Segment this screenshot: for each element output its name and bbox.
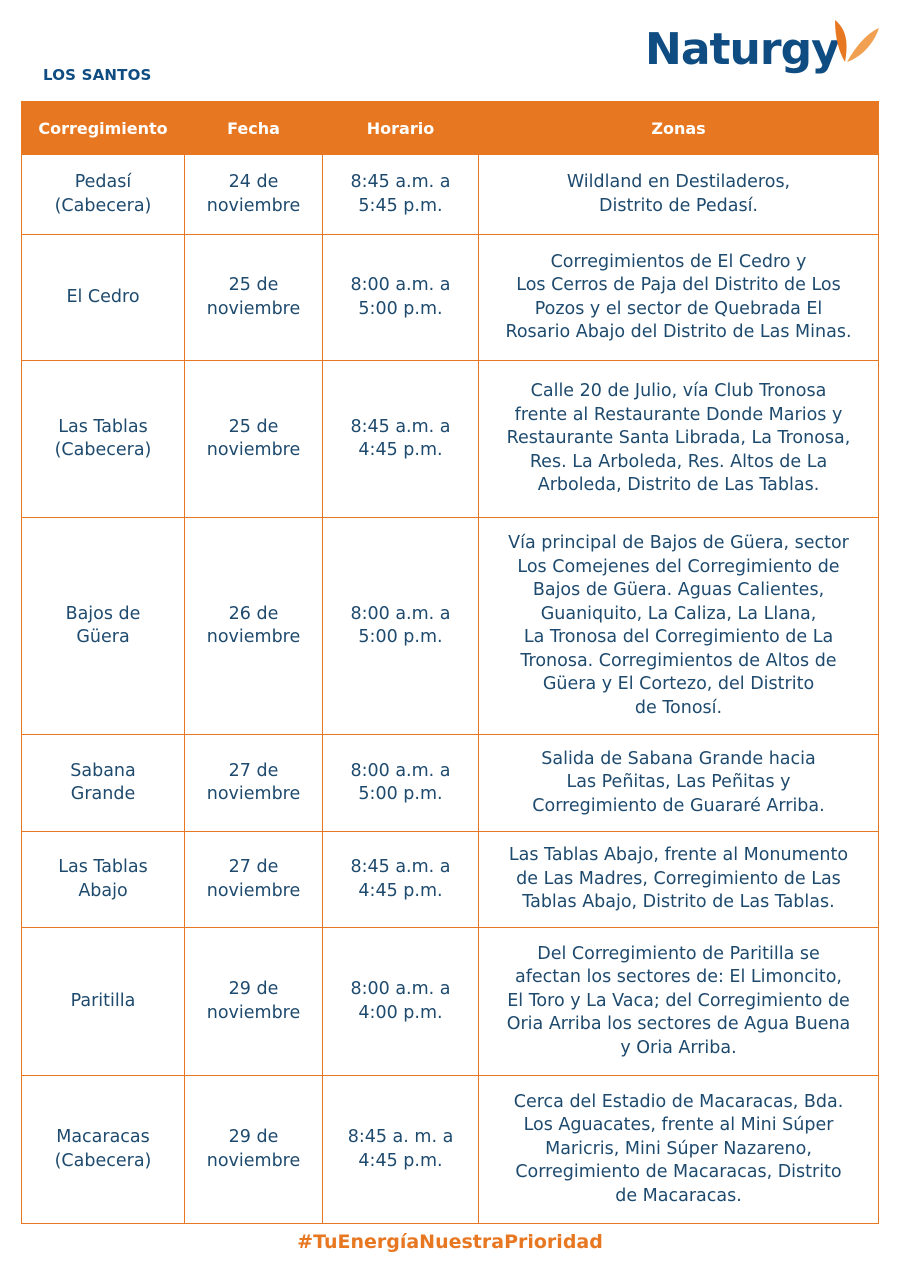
table-row: Macaracas (Cabecera) 29 de noviembre 8:45 … <box>21 1075 879 1224</box>
cell-fecha: 27 de noviembre <box>184 831 323 928</box>
cell-horario: 8:00 a.m. a 5:00 p.m. <box>322 734 479 832</box>
cell-zonas: Corregimientos de El Cedro y Los Cerros … <box>478 234 879 361</box>
cell-zonas: Salida de Sabana Grande hacia Las Peñita… <box>478 734 879 832</box>
cell-fecha: 27 de noviembre <box>184 734 323 832</box>
cell-corregimiento: Pedasí (Cabecera) <box>21 154 185 235</box>
schedule-table: Corregimiento Fecha Horario Zonas Pedasí… <box>21 101 879 1224</box>
naturgy-logo: Naturgy <box>645 18 885 82</box>
cell-corregimiento: Bajos de Güera <box>21 517 185 735</box>
table-row: Pedasí (Cabecera) 24 de noviembre 8:45 a.m… <box>21 154 879 235</box>
cell-fecha: 29 de noviembre <box>184 927 323 1076</box>
table-row: Paritilla 29 de noviembre 8:00 a.m. a 4:00… <box>21 927 879 1076</box>
cell-corregimiento: Paritilla <box>21 927 185 1076</box>
hashtag: #TuEnergíaNuestraPrioridad <box>297 1231 603 1253</box>
cell-horario: 8:00 a.m. a 5:00 p.m. <box>322 517 479 735</box>
cell-zonas: Calle 20 de Julio, vía Club Tronosa fren… <box>478 360 879 518</box>
cell-zonas: Cerca del Estadio de Macaracas, Bda. Los… <box>478 1075 879 1224</box>
cell-fecha: 24 de noviembre <box>184 154 323 235</box>
cell-horario: 8:45 a.m. a 4:45 p.m. <box>322 831 479 928</box>
logo-wordmark: Naturgy <box>645 24 840 75</box>
table-row: Sabana Grande 27 de noviembre 8:00 a.m. a … <box>21 734 879 832</box>
cell-zonas: Las Tablas Abajo, frente al Monumento de… <box>478 831 879 928</box>
cell-corregimiento: Macaracas (Cabecera) <box>21 1075 185 1224</box>
header-fecha: Fecha <box>184 101 323 155</box>
cell-horario: 8:45 a. m. a 4:45 p.m. <box>322 1075 479 1224</box>
cell-zonas: Vía principal de Bajos de Güera, sector … <box>478 517 879 735</box>
cell-zonas: Del Corregimiento de Paritilla se afecta… <box>478 927 879 1076</box>
cell-fecha: 29 de noviembre <box>184 1075 323 1224</box>
cell-horario: 8:00 a.m. a 4:00 p.m. <box>322 927 479 1076</box>
cell-zonas: Wildland en Destiladeros, Distrito de Pe… <box>478 154 879 235</box>
cell-corregimiento: Las Tablas Abajo <box>21 831 185 928</box>
cell-fecha: 25 de noviembre <box>184 234 323 361</box>
region-title: LOS SANTOS <box>43 66 152 84</box>
table-row: El Cedro 25 de noviembre 8:00 a.m. a 5:00 … <box>21 234 879 361</box>
header-corregimiento: Corregimiento <box>21 101 185 155</box>
table-row: Bajos de Güera 26 de noviembre 8:00 a.m. a… <box>21 517 879 735</box>
table-header-row: Corregimiento Fecha Horario Zonas <box>21 101 879 155</box>
cell-horario: 8:45 a.m. a 5:45 p.m. <box>322 154 479 235</box>
butterfly-icon <box>835 20 879 62</box>
cell-horario: 8:45 a.m. a 4:45 p.m. <box>322 360 479 518</box>
table-row: Las Tablas (Cabecera) 25 de noviembre 8:45… <box>21 360 879 518</box>
header-horario: Horario <box>322 101 479 155</box>
cell-corregimiento: Las Tablas (Cabecera) <box>21 360 185 518</box>
cell-fecha: 25 de noviembre <box>184 360 323 518</box>
cell-horario: 8:00 a.m. a 5:00 p.m. <box>322 234 479 361</box>
cell-corregimiento: El Cedro <box>21 234 185 361</box>
cell-corregimiento: Sabana Grande <box>21 734 185 832</box>
cell-fecha: 26 de noviembre <box>184 517 323 735</box>
header-zonas: Zonas <box>478 101 879 155</box>
table-row: Las Tablas Abajo 27 de noviembre 8:45 a.m.… <box>21 831 879 928</box>
